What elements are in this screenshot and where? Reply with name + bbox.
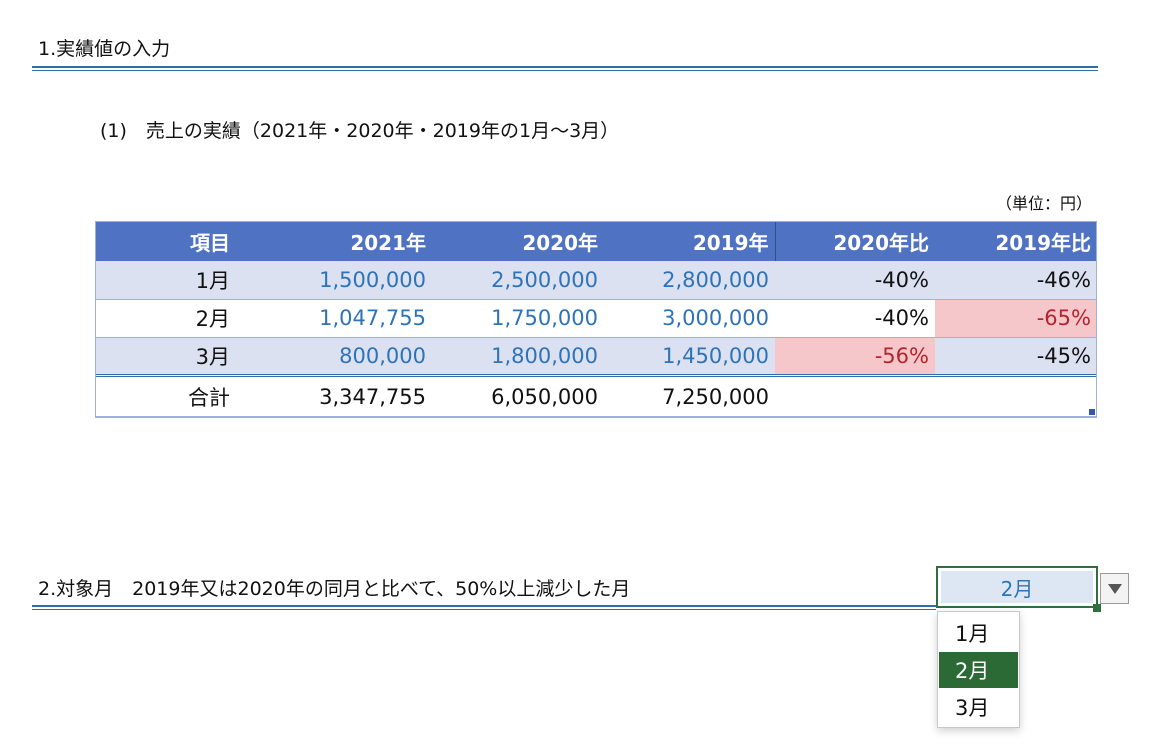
unit-label: （単位：円） xyxy=(996,194,1093,213)
ratio-cell[interactable]: -45% xyxy=(935,337,1097,376)
section1-rule-top xyxy=(32,66,1098,68)
total-row: 合計 3,347,755 6,050,000 7,250,000 xyxy=(95,373,1097,418)
value-cell[interactable]: 3,000,000 xyxy=(604,299,775,338)
table-row: 3月 800,000 1,800,000 1,450,000 -56% -45% xyxy=(95,337,1097,376)
dropdown-option-2-selected[interactable]: 2月 xyxy=(939,652,1018,688)
value-cell[interactable]: 1,500,000 xyxy=(236,261,432,300)
ratio-cell[interactable]: -40% xyxy=(775,261,935,300)
sales-subheading: (1) 売上の実績（2021年・2020年・2019年の1月～3月） xyxy=(100,120,620,142)
table-resize-handle[interactable] xyxy=(1089,409,1095,415)
table-header-row: 項目 2021年 2020年 2019年 2020年比 2019年比 xyxy=(95,221,1097,261)
value-cell[interactable]: 800,000 xyxy=(236,337,432,376)
dropdown-button[interactable] xyxy=(1100,573,1129,604)
row-label[interactable]: 1月 xyxy=(95,261,236,300)
total-cell[interactable]: 6,050,000 xyxy=(432,373,604,418)
section1-heading: 1.実績値の入力 xyxy=(38,38,171,60)
sales-table: 項目 2021年 2020年 2019年 2020年比 2019年比 1月 1,… xyxy=(95,221,1097,418)
total-cell-empty[interactable] xyxy=(935,373,1097,418)
value-cell[interactable]: 1,800,000 xyxy=(432,337,604,376)
value-cell[interactable]: 1,047,755 xyxy=(236,299,432,338)
total-cell-empty[interactable] xyxy=(775,373,935,418)
dropdown-option-1[interactable]: 1月 xyxy=(955,622,990,646)
row-label[interactable]: 2月 xyxy=(95,299,236,338)
header-ratio-2019[interactable]: 2019年比 xyxy=(995,230,1091,255)
total-cell[interactable]: 7,250,000 xyxy=(604,373,775,418)
fill-handle[interactable] xyxy=(1093,604,1101,612)
header-2021[interactable]: 2021年 xyxy=(350,230,426,255)
value-cell[interactable]: 2,500,000 xyxy=(432,261,604,300)
header-2019[interactable]: 2019年 xyxy=(604,221,776,261)
ratio-cell-highlight[interactable]: -56% xyxy=(775,337,935,376)
header-item[interactable]: 項目 xyxy=(190,230,230,255)
value-cell[interactable]: 2,800,000 xyxy=(604,261,775,300)
section2-heading: 2.対象月 2019年又は2020年の同月と比べて、50%以上減少した月 xyxy=(38,578,631,600)
dropdown-list: 1月 2月 3月 xyxy=(937,611,1020,728)
section1-rule-bottom xyxy=(32,70,1098,71)
table-row: 2月 1,047,755 1,750,000 3,000,000 -40% -6… xyxy=(95,299,1097,338)
target-month-cell[interactable]: 2月 xyxy=(936,566,1098,608)
ratio-cell[interactable]: -40% xyxy=(775,299,935,338)
header-2020[interactable]: 2020年 xyxy=(522,230,598,255)
triangle-down-icon xyxy=(1107,579,1122,598)
value-cell[interactable]: 1,450,000 xyxy=(604,337,775,376)
total-label[interactable]: 合計 xyxy=(95,373,236,418)
row-label[interactable]: 3月 xyxy=(95,337,236,376)
section2-rule-top xyxy=(32,605,936,607)
ratio-cell[interactable]: -46% xyxy=(935,261,1097,300)
ratio-cell-highlight[interactable]: -65% xyxy=(935,299,1097,338)
target-month-value: 2月 xyxy=(941,571,1093,603)
total-cell[interactable]: 3,347,755 xyxy=(236,373,432,418)
header-ratio-2020[interactable]: 2020年比 xyxy=(833,230,929,255)
dropdown-option-3[interactable]: 3月 xyxy=(955,696,990,720)
value-cell[interactable]: 1,750,000 xyxy=(432,299,604,338)
table-row: 1月 1,500,000 2,500,000 2,800,000 -40% -4… xyxy=(95,261,1097,300)
section2-rule-bottom xyxy=(32,609,936,610)
